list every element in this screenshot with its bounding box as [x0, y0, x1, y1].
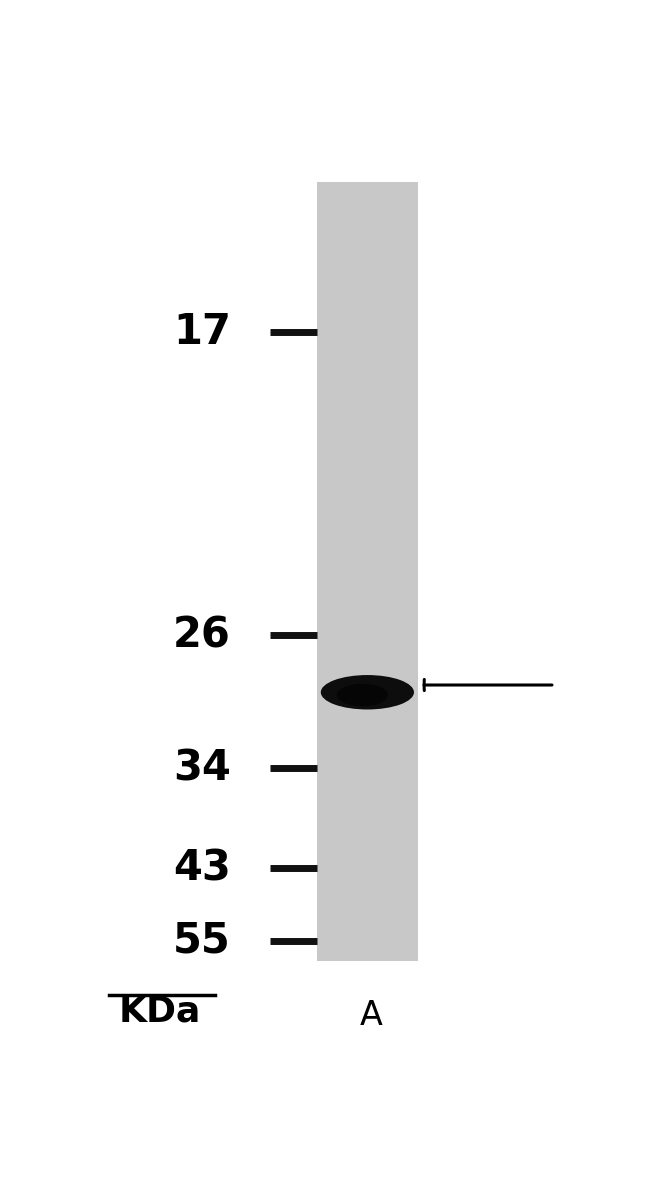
Text: 26: 26: [173, 614, 231, 656]
Ellipse shape: [321, 676, 414, 710]
Text: A: A: [359, 999, 382, 1032]
Text: 34: 34: [173, 747, 231, 790]
Text: 43: 43: [173, 847, 231, 889]
Ellipse shape: [337, 684, 388, 706]
Text: 55: 55: [174, 919, 231, 962]
Bar: [317, 182, 418, 962]
Text: KDa: KDa: [118, 995, 200, 1029]
Text: 17: 17: [173, 311, 231, 353]
